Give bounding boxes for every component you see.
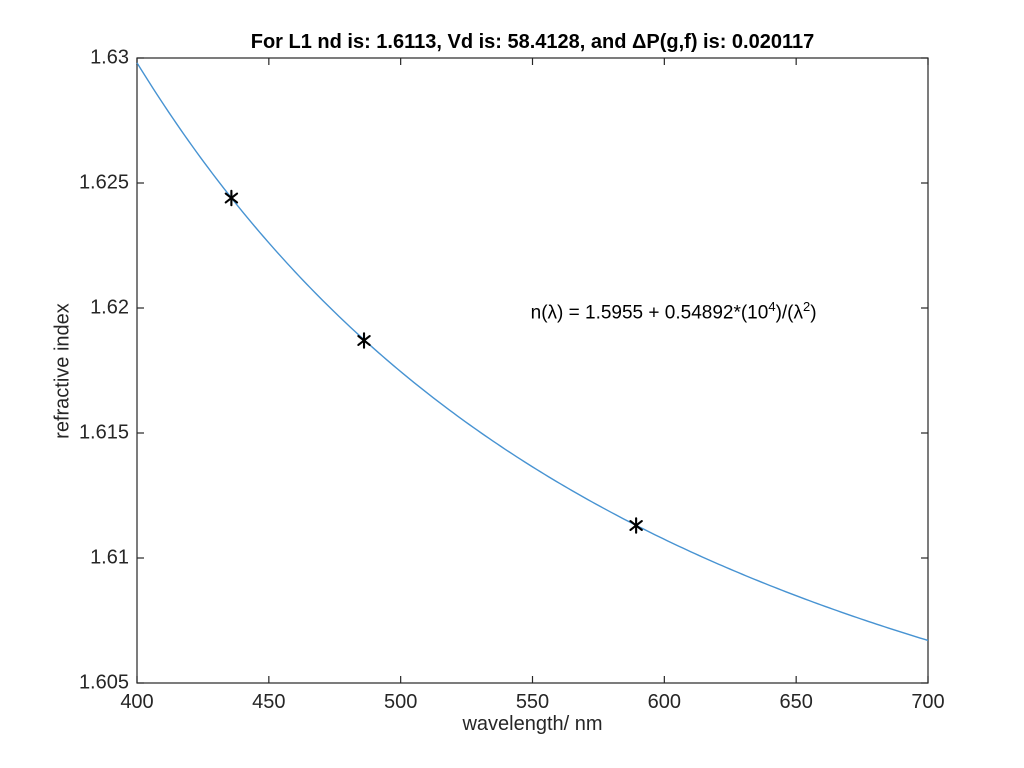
y-tick-label: 1.61 (90, 546, 129, 569)
x-tick-label: 600 (647, 691, 682, 713)
data-point-asterisk-marker (357, 332, 371, 349)
data-point-asterisk-marker (224, 189, 239, 207)
y-tick-label: 1.62 (90, 296, 129, 319)
data-point-asterisk-marker (629, 517, 643, 534)
y-tick-label: 1.605 (78, 671, 129, 694)
y-tick-label: 1.625 (78, 171, 129, 194)
x-tick-label: 650 (779, 691, 813, 713)
y-tick-label: 1.63 (90, 46, 129, 69)
marker-spoke (629, 520, 643, 531)
marker-spoke (357, 335, 371, 346)
x-tick-label: 500 (383, 691, 418, 713)
chart-title: For L1 nd is: 1.6113, Vd is: 58.4128, an… (250, 31, 815, 53)
equation-annotation: n(λ) = 1.5955 + 0.54892*(104)/(λ2) (531, 299, 817, 324)
x-axis-label: wavelength/ nm (462, 713, 603, 735)
equation-text-mid: )/(λ (775, 302, 803, 324)
equation-text-post: ) (810, 302, 817, 324)
axes-frame (136, 57, 929, 684)
equation-superscript-lambda: 2 (803, 299, 811, 315)
y-tick-label: 1.615 (78, 421, 129, 444)
x-tick-label: 700 (911, 691, 945, 713)
equation-superscript-exponent: 4 (768, 299, 776, 315)
y-axis-label: refractive index (51, 303, 74, 439)
equation-text-pre: n(λ) = 1.5955 + 0.54892*(10 (530, 302, 769, 324)
x-tick-label: 400 (120, 691, 154, 713)
marker-spoke (224, 192, 239, 204)
cauchy-fit-curve (136, 62, 929, 642)
x-tick-label: 550 (515, 691, 550, 713)
x-tick-label: 450 (252, 691, 286, 713)
